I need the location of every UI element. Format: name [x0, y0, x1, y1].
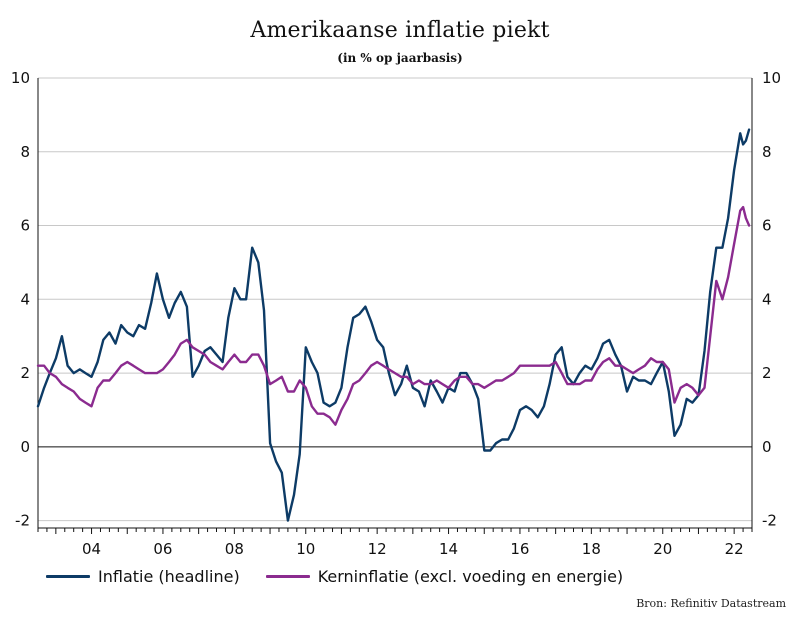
y-tick-label-left: 8: [20, 143, 30, 161]
legend-item-headline: Inflatie (headline): [46, 567, 240, 586]
x-tick-label: 16: [510, 540, 529, 558]
y-tick-label-right: 8: [762, 143, 772, 161]
y-tick-label-right: 0: [762, 438, 772, 456]
y-tick-label-left: 6: [20, 217, 30, 235]
series-lines: [36, 128, 751, 522]
y-tick-label-left: 0: [20, 438, 30, 456]
chart-title: Amerikaanse inflatie piekt: [250, 18, 550, 43]
x-tick-label: 12: [368, 540, 387, 558]
x-tick-label: 20: [653, 540, 672, 558]
series-line-headline: [36, 128, 751, 522]
y-tick-label-right: 10: [762, 69, 781, 87]
legend-swatch-headline: [46, 575, 90, 578]
y-tick-label-right: 4: [762, 290, 772, 308]
legend-label-headline: Inflatie (headline): [98, 567, 240, 586]
chart-subtitle: (in % op jaarbasis): [337, 51, 463, 65]
y-tick-label-right: 2: [762, 364, 772, 382]
x-tick-label: 14: [439, 540, 458, 558]
legend-label-core: Kerninflatie (excl. voeding en energie): [317, 567, 624, 586]
legend-item-core: Kerninflatie (excl. voeding en energie): [265, 567, 624, 586]
x-tick-label: 10: [296, 540, 315, 558]
y-tick-label-left: 10: [11, 69, 30, 87]
legend: Inflatie (headline) Kerninflatie (excl. …: [46, 567, 623, 586]
x-tick-label: 22: [725, 540, 744, 558]
y-tick-label-left: -2: [15, 512, 30, 530]
x-tick-label: 18: [582, 540, 601, 558]
gridlines: [38, 77, 752, 522]
source-note: Bron: Refinitiv Datastream: [636, 597, 786, 610]
series-line-core: [36, 205, 751, 426]
x-tick-label: 06: [153, 540, 172, 558]
x-tick-label: 08: [225, 540, 244, 558]
y-tick-label-right: 6: [762, 217, 772, 235]
y-tick-label-left: 4: [20, 290, 30, 308]
y-tick-label-left: 2: [20, 364, 30, 382]
x-tick-label: 04: [82, 540, 101, 558]
legend-swatch-core: [265, 575, 310, 578]
y-tick-label-right: -2: [762, 512, 777, 530]
